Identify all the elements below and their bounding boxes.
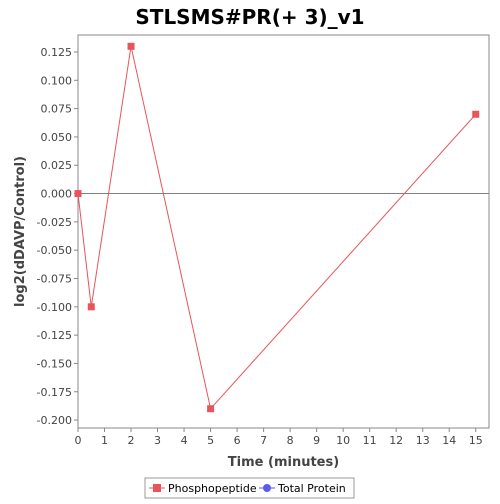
data-point xyxy=(472,110,480,118)
y-tick-label: -0.125 xyxy=(37,329,72,342)
x-tick-label: 7 xyxy=(260,434,267,447)
y-tick-label: 0.100 xyxy=(41,74,73,87)
data-point xyxy=(87,303,95,311)
y-tick-label: -0.050 xyxy=(37,244,72,257)
legend-box xyxy=(144,477,355,499)
x-tick-label: 4 xyxy=(181,434,188,447)
plot-area xyxy=(77,34,490,429)
y-tick-label: -0.175 xyxy=(37,386,72,399)
x-tick-label: 12 xyxy=(389,434,403,447)
y-tick-label: -0.100 xyxy=(37,301,72,314)
y-tick-label: -0.200 xyxy=(37,414,72,427)
x-tick-label: 1 xyxy=(101,434,108,447)
x-tick-label: 10 xyxy=(336,434,350,447)
data-point xyxy=(74,190,82,198)
x-axis-label: Time (minutes) xyxy=(228,455,339,470)
y-axis-label: log2(dDAVP/Control) xyxy=(13,156,28,307)
y-tick-label: -0.025 xyxy=(37,216,72,229)
x-tick-label: 8 xyxy=(287,434,294,447)
x-tick-label: 5 xyxy=(207,434,214,447)
x-tick-label: 6 xyxy=(234,434,241,447)
x-tick-label: 13 xyxy=(416,434,430,447)
legend-label-0: Phosphopeptide xyxy=(168,482,257,495)
y-tick-label: 0.075 xyxy=(41,103,73,116)
data-point xyxy=(127,42,135,50)
x-tick-label: 9 xyxy=(313,434,320,447)
data-point xyxy=(207,405,215,413)
x-tick-label: 11 xyxy=(363,434,377,447)
legend-marker-1 xyxy=(263,484,271,492)
y-tick-label: -0.150 xyxy=(37,357,72,370)
x-tick-label: 0 xyxy=(75,434,82,447)
y-tick-label: 0.050 xyxy=(41,131,73,144)
y-tick-label: 0.125 xyxy=(41,46,73,59)
x-tick-label: 14 xyxy=(442,434,456,447)
y-tick-label: -0.075 xyxy=(37,273,72,286)
legend-label-1: Total Protein xyxy=(277,482,346,495)
y-tick-label: 0.025 xyxy=(41,159,73,172)
x-tick-label: 2 xyxy=(128,434,135,447)
x-tick-label: 3 xyxy=(154,434,161,447)
x-tick-label: 15 xyxy=(469,434,483,447)
legend-marker-0 xyxy=(153,484,161,492)
chart-title: STLSMS#PR(+ 3)_v1 xyxy=(135,5,364,29)
y-tick-label: 0.000 xyxy=(41,188,73,201)
